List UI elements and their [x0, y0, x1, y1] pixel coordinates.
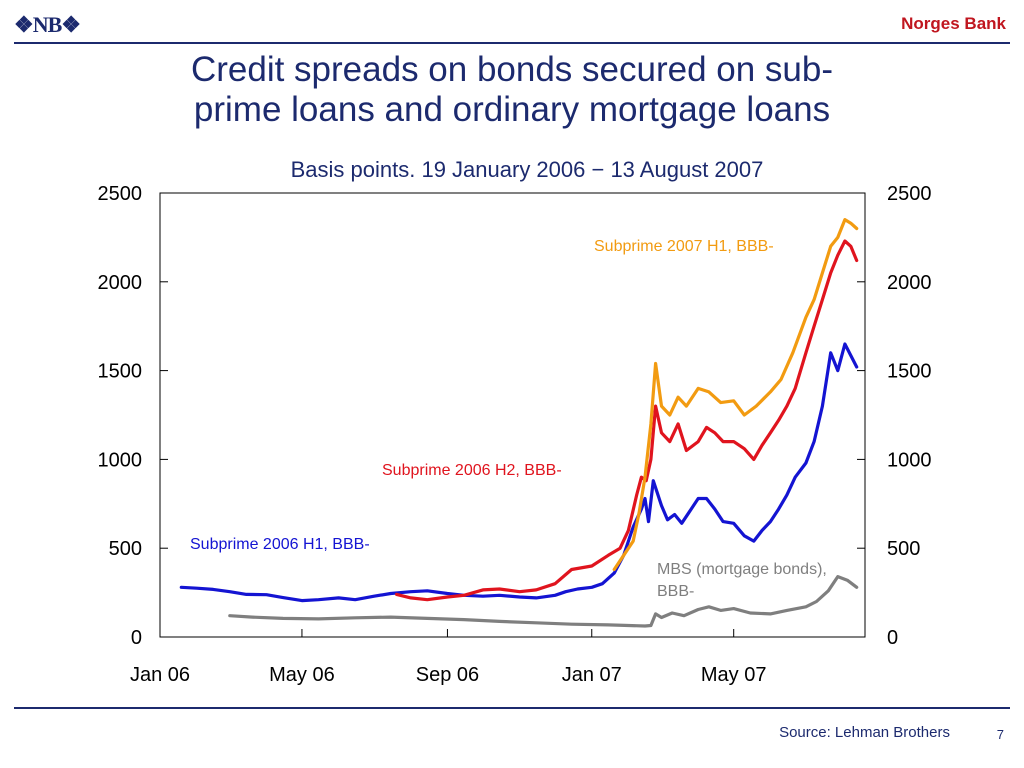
x-tick-label: Jan 06 — [130, 664, 190, 686]
series-label-subprime-2007-h1-bbb: Subprime 2007 H1, BBB- — [594, 238, 774, 255]
source-note: Source: Lehman Brothers — [779, 724, 950, 741]
y-tick-label-left: 1000 — [98, 449, 143, 471]
y-tick-label-right: 500 — [887, 538, 920, 560]
x-tick-label: Jan 07 — [562, 664, 622, 686]
footer-divider — [14, 707, 1010, 709]
series-label-mbs-mortgage-bonds-bbb: BBB- — [657, 583, 694, 600]
page-number: 7 — [996, 727, 1004, 742]
header-divider — [14, 42, 1010, 44]
y-tick-label-left: 1500 — [98, 361, 143, 383]
series-label-subprime-2006-h2-bbb: Subprime 2006 H2, BBB- — [382, 462, 562, 479]
y-tick-label-right: 1500 — [887, 361, 932, 383]
series-line-subprime-2006-h2-bbb — [395, 239, 859, 602]
norges-bank-logo: ❖NB❖ — [14, 12, 81, 37]
y-tick-label-right: 2500 — [887, 183, 932, 205]
x-tick-label: May 06 — [269, 664, 335, 686]
plot-frame — [159, 192, 866, 638]
y-tick-label-left: 500 — [109, 538, 142, 560]
y-tick-label-left: 2000 — [98, 272, 143, 294]
chart-subtitle: Basis points. 19 January 2006 − 13 Augus… — [290, 157, 764, 182]
brand-name: Norges Bank — [901, 14, 1006, 33]
x-tick-label: May 07 — [701, 664, 767, 686]
series-line-subprime-2006-h1-bbb — [179, 342, 859, 603]
series-label-subprime-2006-h1-bbb: Subprime 2006 H1, BBB- — [190, 536, 370, 553]
y-tick-label-left: 0 — [131, 627, 142, 649]
series-label-mbs-mortgage-bonds-bbb: MBS (mortgage bonds), — [657, 561, 827, 578]
series-line-mbs-mortgage-bonds-bbb — [228, 575, 859, 628]
series-line-subprime-2007-h1-bbb — [612, 218, 859, 572]
slide-title-line-2: prime loans and ordinary mortgage loans — [193, 90, 831, 129]
x-tick-label: Sep 06 — [416, 664, 479, 686]
y-tick-label-right: 0 — [887, 627, 898, 649]
slide-title: Credit spreads on bonds secured on sub- … — [0, 50, 1024, 130]
y-tick-label-right: 2000 — [887, 272, 932, 294]
slide-title-line-1: Credit spreads on bonds secured on sub- — [190, 50, 834, 89]
y-tick-label-right: 1000 — [887, 449, 932, 471]
y-tick-label-left: 2500 — [98, 183, 143, 205]
